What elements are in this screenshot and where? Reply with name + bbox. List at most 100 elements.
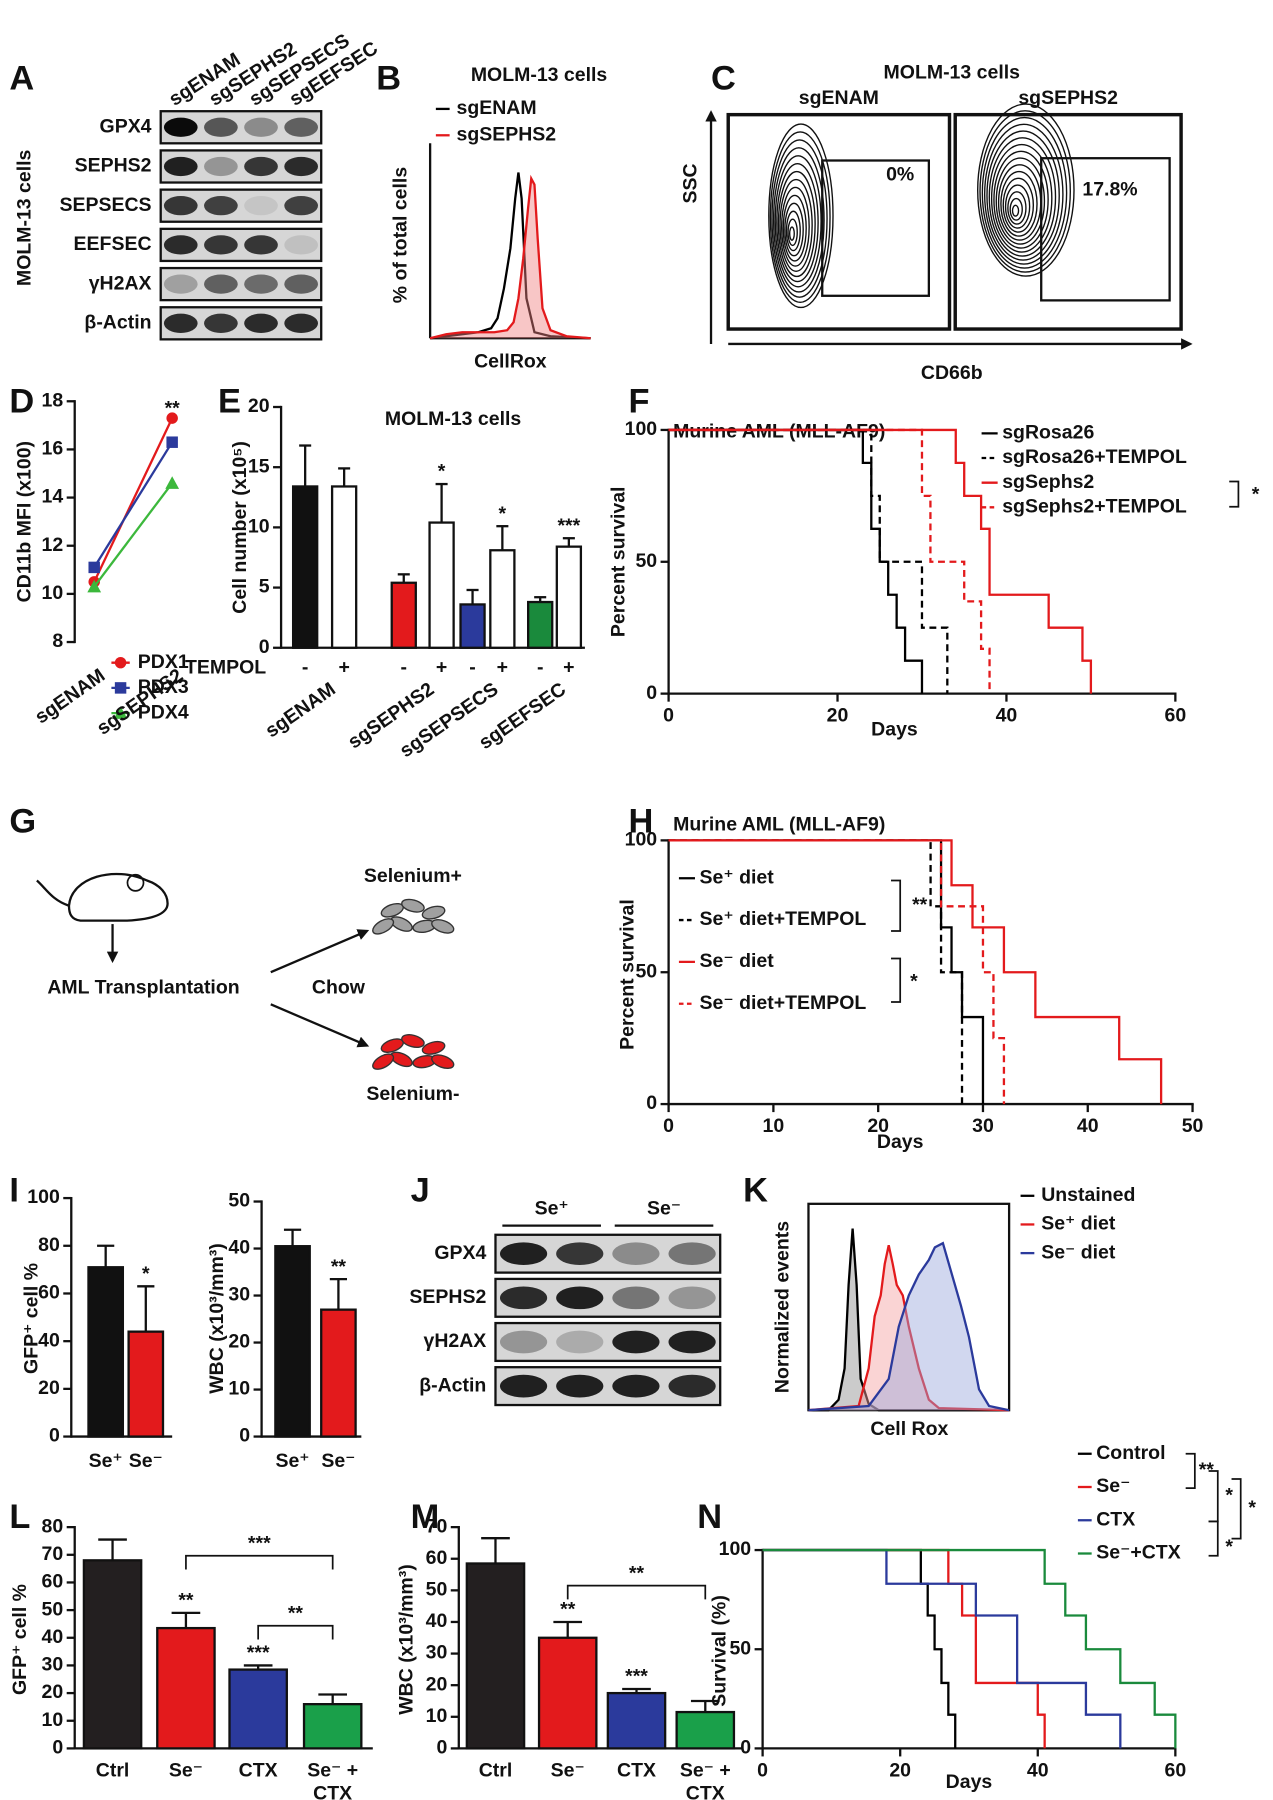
row-label: GPX4 — [434, 1242, 486, 1264]
y-axis-label: Percent survival — [607, 487, 629, 638]
y-axis-label: WBC (x10³/mm³) — [206, 1243, 228, 1393]
histogram-curve — [429, 174, 591, 340]
y-tick-label: 18 — [42, 389, 64, 411]
legend-label: Se⁺ diet — [700, 866, 775, 888]
x-tick-label: Ctrl — [479, 1759, 513, 1781]
x-tick-label: 0 — [663, 1115, 674, 1137]
x-tick-label: 20 — [827, 705, 849, 727]
band — [284, 196, 319, 216]
contour — [1004, 184, 1031, 229]
y-tick-label: 20 — [38, 1377, 60, 1399]
band — [284, 156, 319, 177]
band — [163, 313, 198, 333]
bar — [675, 1710, 736, 1750]
y-tick-label: 20 — [426, 1673, 448, 1695]
x-axis-label: CD66b — [921, 362, 983, 384]
chart-title: Murine AML (MLL-AF9) — [673, 420, 885, 442]
row-label: EEFSEC — [74, 233, 152, 255]
band — [244, 196, 278, 216]
bar — [302, 1703, 363, 1750]
contour — [1009, 197, 1023, 221]
gate-percent: 17.8% — [1082, 178, 1137, 200]
series-line — [93, 417, 174, 583]
arrow-label: Chow — [312, 976, 366, 998]
bar — [87, 1266, 125, 1438]
survival-curve — [668, 428, 949, 694]
bar — [537, 1636, 598, 1750]
panel-letter: N — [697, 1498, 722, 1536]
legend-marker — [114, 682, 127, 694]
treatment-sign: - — [469, 657, 475, 679]
x-tick-label: 0 — [757, 1759, 768, 1781]
series-line — [93, 441, 174, 569]
bar — [320, 1308, 357, 1438]
contour — [1000, 170, 1038, 237]
y-tick-label: 50 — [635, 550, 657, 572]
band — [668, 1242, 716, 1266]
panel-letter: A — [9, 59, 34, 97]
panel-letter: G — [9, 802, 36, 840]
pellet — [372, 918, 395, 935]
band — [612, 1330, 660, 1354]
bar — [555, 545, 583, 649]
x-tick-label: 40 — [996, 705, 1018, 727]
legend-label: sgSephs2+TEMPOL — [1002, 495, 1187, 517]
chart-title: MOLM-13 cells — [385, 408, 522, 430]
bracket — [1229, 480, 1240, 508]
x-tick-label: 20 — [889, 1759, 911, 1781]
band — [556, 1330, 604, 1354]
band — [556, 1242, 604, 1266]
bracket — [891, 957, 902, 1003]
contour — [777, 170, 816, 278]
band — [163, 235, 198, 255]
legend-label: Se⁺ diet+TEMPOL — [700, 908, 867, 930]
contour — [780, 186, 810, 267]
bracket — [1231, 1478, 1242, 1540]
x-axis-label: Days — [946, 1771, 993, 1793]
y-tick-label: 30 — [228, 1284, 250, 1306]
legend-label: Se⁻+CTX — [1096, 1542, 1180, 1564]
y-tick-label: 10 — [228, 1378, 250, 1400]
y-tick-label: 15 — [248, 455, 270, 477]
band — [612, 1286, 660, 1310]
lane-group-label: Se⁺ — [535, 1198, 569, 1220]
band — [668, 1286, 716, 1310]
x-tick-label: Ctrl — [96, 1759, 130, 1781]
y-tick-label: 0 — [740, 1737, 751, 1759]
y-tick-label: 60 — [42, 1571, 64, 1593]
x-axis-label: Days — [877, 1131, 924, 1153]
y-tick-label: 10 — [248, 516, 270, 538]
bracket — [891, 879, 902, 932]
band — [556, 1286, 604, 1310]
label-line: Se⁻ + — [680, 1759, 731, 1781]
legend-label: sgENAM — [457, 97, 537, 119]
arrow — [270, 1003, 370, 1048]
y-tick-label: 40 — [426, 1610, 448, 1632]
arm-label: Selenium- — [366, 1083, 459, 1105]
plot-box — [726, 112, 952, 331]
annotation: ** — [1199, 1459, 1215, 1481]
y-tick-label: 80 — [42, 1515, 64, 1537]
legend-label: PDX4 — [138, 701, 189, 723]
legend-label: Unstained — [1041, 1184, 1135, 1206]
marker — [166, 436, 178, 448]
bar — [291, 485, 319, 649]
contour — [772, 147, 825, 293]
annotation: ** — [165, 397, 181, 419]
gate — [821, 159, 931, 297]
label-line: CTX — [686, 1782, 725, 1800]
y-tick-label: 0 — [646, 682, 657, 704]
chart-title: Murine AML (MLL-AF9) — [673, 814, 885, 836]
bar — [465, 1562, 526, 1750]
y-tick-label: 8 — [52, 630, 63, 652]
contour — [779, 178, 813, 272]
x-tick-label: 40 — [1077, 1115, 1099, 1137]
x-tick-label: Se⁻ + CTX — [307, 1759, 358, 1800]
bar — [459, 603, 486, 649]
contour — [782, 194, 807, 262]
legend-label: sgSEPHS2 — [457, 123, 557, 145]
series-line — [93, 482, 174, 588]
legend-label: sgRosa26 — [1002, 422, 1094, 444]
bracket-label: ** — [288, 1602, 304, 1624]
legend-label: sgRosa26+TEMPOL — [1002, 446, 1187, 468]
